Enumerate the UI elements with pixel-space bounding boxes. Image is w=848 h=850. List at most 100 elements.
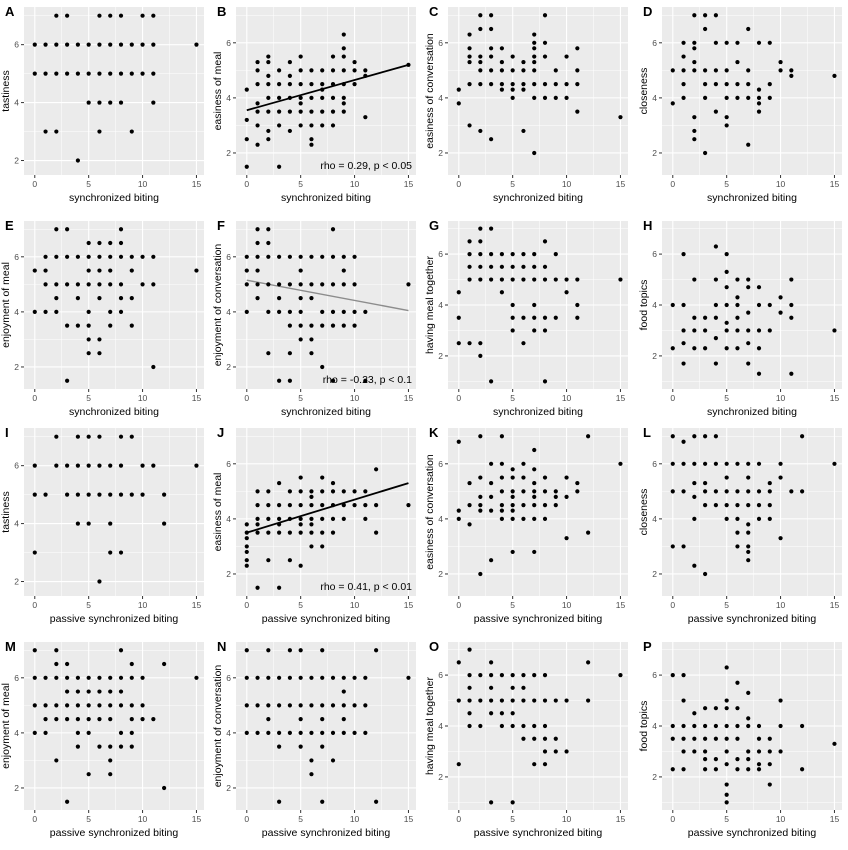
data-point: [703, 150, 708, 156]
data-point: [489, 480, 494, 486]
data-point: [532, 32, 537, 37]
data-point: [724, 665, 729, 670]
data-point: [341, 309, 346, 314]
data-point: [86, 463, 91, 468]
data-point: [724, 475, 729, 480]
data-point: [75, 158, 80, 163]
data-point: [341, 489, 346, 494]
x-tick-label: 0: [670, 814, 675, 824]
panel-e: 0 5 10 15 2 4 6 synchronized biting enjoyment of…: [0, 218, 204, 418]
data-point: [266, 703, 271, 708]
data-point: [756, 516, 762, 521]
data-point: [277, 744, 282, 749]
data-point: [277, 530, 282, 535]
data-point: [692, 46, 697, 51]
data-point: [266, 648, 271, 653]
data-point: [118, 13, 124, 18]
data-point: [681, 68, 686, 73]
data-point: [499, 475, 504, 480]
x-tick-label: 10: [138, 179, 148, 189]
data-point: [244, 530, 249, 535]
data-point: [735, 736, 740, 741]
data-point: [54, 717, 59, 722]
x-tick-label: 0: [32, 814, 37, 824]
data-point: [352, 282, 357, 287]
data-point: [532, 447, 537, 453]
data-point: [86, 240, 91, 246]
data-point: [542, 489, 548, 494]
data-point: [255, 109, 260, 114]
data-point: [510, 723, 515, 729]
data-point: [363, 309, 368, 314]
x-tick-label: 5: [298, 600, 303, 610]
x-tick-label: 15: [404, 814, 414, 824]
data-point: [54, 129, 59, 134]
data-point: [681, 328, 686, 333]
data-point: [703, 503, 708, 508]
data-point: [65, 492, 70, 497]
data-point: [298, 717, 303, 722]
data-point: [330, 82, 336, 87]
data-point: [724, 706, 729, 711]
data-point: [363, 516, 368, 521]
data-point: [692, 480, 697, 486]
data-point: [703, 723, 708, 729]
data-point: [54, 434, 59, 439]
data-point: [97, 254, 102, 259]
data-point: [456, 315, 461, 320]
data-point: [255, 59, 260, 65]
panel-p: 0 5 10 15 2 4 6 passive synchronized biting food…: [638, 639, 842, 839]
data-point: [510, 800, 515, 805]
panel-g: 0 5 10 15 2 4 6 synchronized biting having meal …: [424, 218, 628, 418]
data-point: [266, 54, 271, 59]
data-point: [489, 672, 494, 678]
data-point: [767, 302, 772, 308]
x-axis-title: passive synchronized biting: [688, 827, 817, 839]
data-point: [266, 82, 271, 87]
data-point: [542, 13, 548, 18]
data-point: [75, 434, 80, 439]
x-tick-label: 5: [86, 393, 91, 403]
x-tick-label: 15: [404, 393, 414, 403]
data-point: [108, 323, 113, 328]
data-point: [713, 461, 718, 466]
data-point: [97, 744, 102, 749]
data-point: [478, 26, 483, 32]
x-tick-label: 10: [350, 179, 360, 189]
data-point: [553, 68, 558, 73]
data-point: [681, 95, 686, 100]
data-point: [352, 323, 357, 328]
data-point: [756, 489, 762, 494]
panel-letter: C: [429, 4, 439, 19]
data-point: [255, 703, 260, 708]
data-point: [108, 309, 113, 314]
data-point: [724, 489, 729, 494]
data-point: [277, 516, 282, 521]
y-tick-label: 2: [438, 351, 443, 361]
y-axis-title: tastiness: [0, 491, 12, 532]
data-point: [108, 463, 113, 468]
data-point: [118, 675, 124, 680]
data-point: [724, 95, 729, 100]
data-point: [756, 328, 762, 333]
data-point: [43, 42, 48, 47]
data-point: [140, 282, 145, 287]
data-point: [724, 40, 729, 45]
data-point: [277, 82, 282, 87]
data-point: [832, 461, 837, 466]
data-point: [681, 767, 686, 772]
data-point: [756, 95, 762, 100]
data-point: [244, 164, 249, 169]
data-point: [298, 54, 303, 59]
x-tick-label: 0: [456, 600, 461, 610]
data-point: [287, 351, 292, 356]
data-point: [352, 675, 357, 680]
data-point: [681, 544, 686, 549]
data-point: [724, 782, 729, 787]
data-point: [244, 558, 249, 563]
data-point: [467, 277, 472, 282]
data-point: [478, 82, 483, 87]
data-point: [670, 434, 675, 439]
data-point: [320, 109, 325, 114]
